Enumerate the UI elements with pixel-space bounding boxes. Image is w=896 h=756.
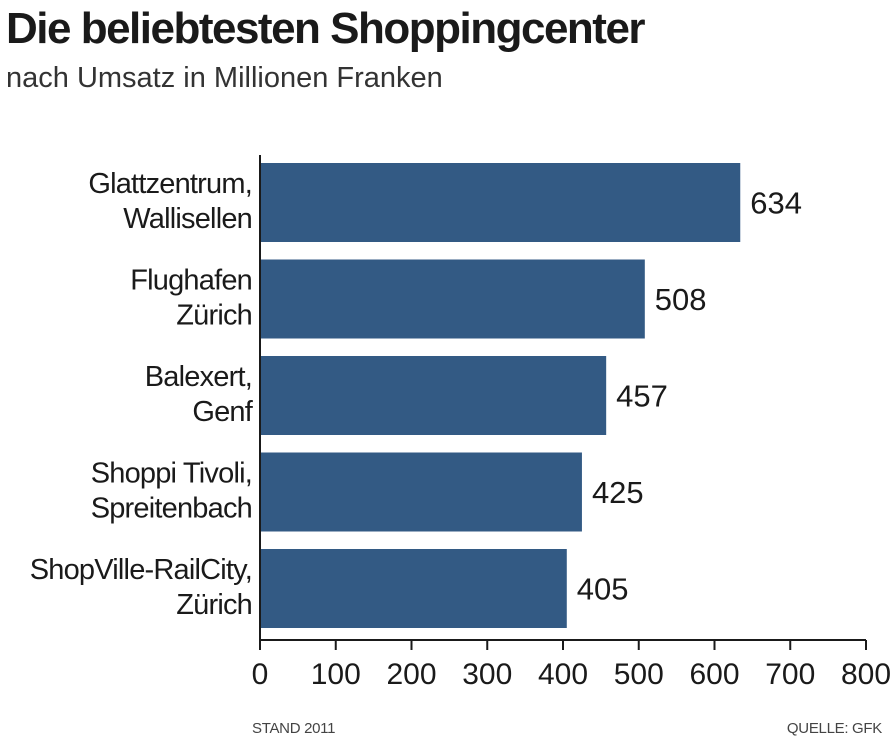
x-tick-label-7: 700: [765, 658, 815, 691]
value-label-0: 634: [750, 186, 802, 221]
bar-2: [260, 356, 607, 435]
x-tick-label-5: 500: [614, 658, 664, 691]
category-label-4-0: ShopVille-RailCity,: [30, 554, 252, 586]
chart-title: Die beliebtesten Shoppingcenter: [6, 4, 646, 53]
value-label-4: 405: [577, 572, 629, 607]
category-label-1-1: Zürich: [176, 300, 252, 332]
category-label-0-0: Glattzentrum,: [88, 168, 252, 200]
category-label-4-1: Zürich: [176, 589, 252, 621]
chart-subtitle: nach Umsatz in Millionen Franken: [6, 62, 443, 94]
value-label-3: 425: [592, 475, 644, 510]
x-tick-label-2: 200: [386, 658, 436, 691]
category-label-2-0: Balexert,: [145, 361, 252, 393]
source-note: QUELLE: GFK: [786, 720, 882, 737]
category-label-1-0: Flughafen: [130, 265, 252, 297]
category-label-2-1: Genf: [192, 396, 253, 428]
date-note: STAND 2011: [252, 720, 336, 737]
category-label-0-1: Wallisellen: [123, 203, 252, 235]
x-tick-label-0: 0: [252, 658, 269, 691]
x-tick-label-3: 300: [462, 658, 512, 691]
x-tick-label-1: 100: [311, 658, 361, 691]
category-label-3-1: Spreitenbach: [91, 493, 252, 525]
x-tick-label-8: 800: [841, 658, 891, 691]
bar-0: [260, 163, 741, 242]
bar-3: [260, 452, 582, 532]
bar-4: [260, 549, 567, 628]
x-tick-label-4: 400: [538, 658, 588, 691]
value-label-1: 508: [655, 282, 707, 317]
x-tick-label-6: 600: [689, 658, 739, 691]
value-label-2: 457: [616, 379, 668, 414]
bar-1: [260, 259, 645, 339]
category-label-3-0: Shoppi Tivoli,: [91, 458, 252, 490]
